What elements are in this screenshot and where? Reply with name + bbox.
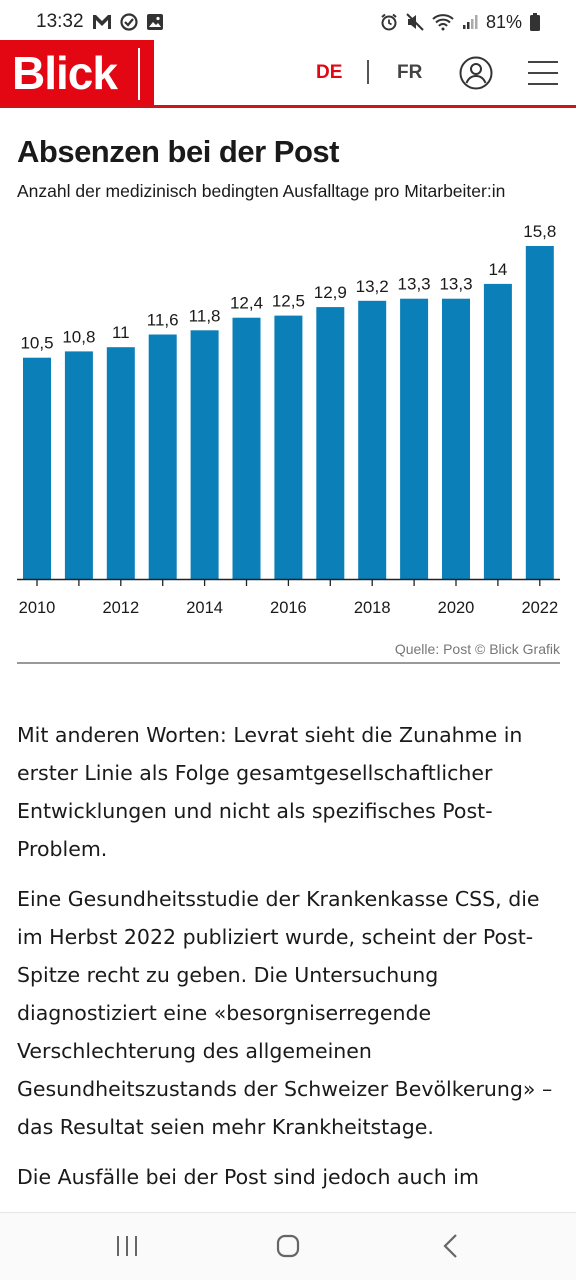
signal-icon — [462, 14, 478, 30]
menu-icon[interactable] — [528, 60, 558, 86]
battery-icon — [530, 13, 540, 31]
logo-text: Blick — [12, 47, 118, 99]
data-label-2014: 11,8 — [189, 306, 221, 325]
alarm-icon — [380, 13, 398, 31]
data-label-2021: 14 — [488, 260, 507, 279]
chart-subtitle: Anzahl der medizinisch bedingten Ausfall… — [17, 181, 506, 201]
recent-apps-icon[interactable] — [114, 1233, 140, 1264]
bar-2022 — [525, 246, 554, 579]
bar-2016 — [274, 315, 303, 579]
data-label-2020: 13,3 — [439, 275, 472, 294]
language-de-link[interactable]: DE — [316, 62, 343, 83]
bar-2018 — [358, 300, 387, 579]
site-header: Blick DE FR — [0, 40, 576, 108]
back-icon[interactable] — [440, 1233, 462, 1264]
data-label-2017: 12,9 — [314, 283, 347, 302]
x-tick-label-2022: 2022 — [521, 599, 558, 617]
data-label-2012: 11 — [112, 323, 130, 342]
data-label-2010: 10,5 — [20, 334, 53, 353]
data-label-2013: 11,6 — [147, 311, 179, 330]
status-time: 13:32 — [36, 11, 84, 32]
chart-divider — [17, 662, 560, 664]
status-right: 81% — [380, 12, 540, 33]
language-separator — [367, 60, 369, 84]
x-tick-label-2010: 2010 — [19, 599, 56, 617]
x-tick-label-2018: 2018 — [354, 599, 391, 617]
chart-title: Absenzen bei der Post — [17, 134, 339, 169]
data-label-2022: 15,8 — [523, 222, 556, 241]
bar-2013 — [148, 334, 177, 579]
data-label-2016: 12,5 — [272, 292, 305, 311]
home-icon[interactable] — [275, 1233, 301, 1264]
status-left: 13:32 — [36, 11, 164, 33]
bar-2012 — [106, 347, 135, 579]
article-paragraph: Mit anderen Worten: Levrat sieht die Zun… — [17, 723, 523, 861]
check-icon — [119, 13, 138, 31]
article-paragraph: Die Ausfälle bei der Post sind jedoch au… — [17, 1165, 479, 1189]
x-tick-label-2020: 2020 — [438, 599, 475, 617]
account-icon[interactable] — [459, 56, 493, 90]
bar-chart: 10,5 10,8 11 11,6 11,8 12,4 12,5 12,9 13,2 13,3 13… — [17, 222, 560, 617]
bar-2021 — [483, 283, 512, 579]
wifi-icon — [432, 13, 454, 31]
bar-2020 — [442, 298, 470, 579]
bar-2019 — [400, 298, 429, 579]
x-tick-label-2014: 2014 — [186, 599, 223, 617]
data-label-2018: 13,2 — [356, 277, 389, 296]
gallery-icon — [146, 13, 164, 31]
bar-2014 — [190, 330, 219, 579]
article-body: Mit anderen Worten: Levrat sieht die Zun… — [17, 716, 565, 1208]
data-label-2019: 13,3 — [398, 275, 431, 294]
blick-logo[interactable]: Blick — [0, 40, 154, 106]
data-label-2015: 12,4 — [230, 294, 263, 313]
x-tick-label-2012: 2012 — [102, 599, 139, 617]
bar-2010 — [23, 357, 51, 579]
logo-divider — [138, 48, 140, 100]
x-tick-label-2016: 2016 — [270, 599, 307, 617]
gmail-icon — [92, 14, 112, 30]
bar-2015 — [232, 317, 261, 579]
language-fr-link[interactable]: FR — [397, 62, 423, 83]
bar-2017 — [316, 307, 345, 579]
navigation-bar — [0, 1212, 576, 1280]
chart-source: Quelle: Post © Blick Grafik — [394, 641, 560, 657]
bar-2011 — [64, 351, 93, 579]
mute-icon — [406, 13, 424, 31]
battery-percent: 81% — [485, 11, 522, 32]
status-bar: 13:32 81% — [0, 0, 576, 44]
data-label-2011: 10,8 — [62, 327, 95, 346]
article-paragraph: Eine Gesundheitsstudie der Krankenkasse … — [17, 887, 553, 1139]
